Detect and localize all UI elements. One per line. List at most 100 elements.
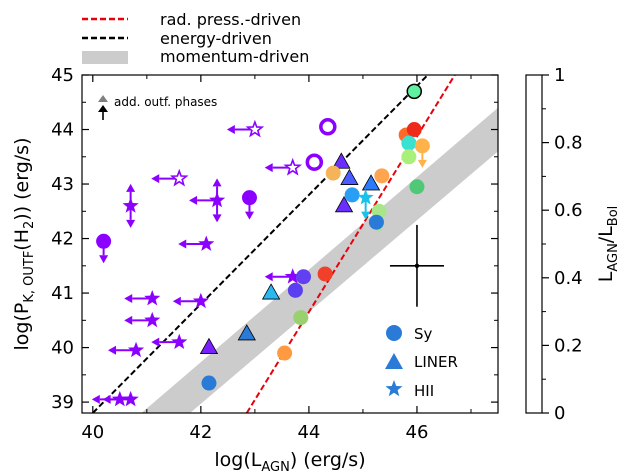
colorbar-tick-label: 0 [554, 403, 565, 424]
data-point-circle [401, 135, 417, 151]
data-point-star [122, 197, 139, 213]
data-point-circle [287, 282, 303, 298]
data-point-star [198, 235, 215, 251]
data-point-circle [409, 179, 425, 195]
legend-marker-triangle [385, 353, 403, 369]
plot-frame [81, 74, 499, 414]
data-point-circle [344, 187, 360, 203]
legend-label-liner: LINER [414, 353, 458, 371]
y-tick-label: 42 [51, 229, 74, 250]
data-point-circle [414, 138, 430, 154]
limit-arrow-head [91, 394, 100, 404]
legend-label-sy: Sy [414, 325, 433, 343]
data-point-star [111, 390, 128, 407]
colorbar: 0 0.2 0.4 0.6 0.8 1 LAGN/LBol [525, 65, 620, 424]
limit-arrow-head [178, 239, 187, 249]
colorbar-tick-label: 0.4 [554, 268, 583, 289]
data-point-circle [317, 266, 333, 282]
data-point-circle-open [319, 118, 337, 136]
data-point-triangle [334, 196, 354, 213]
limit-arrow-head [108, 345, 117, 355]
legend-marker-circle [386, 325, 402, 341]
data-point-triangle [361, 174, 381, 191]
data-point-star-open [245, 119, 265, 138]
legend-band-momentum [82, 51, 128, 64]
limit-arrow-head [124, 294, 133, 304]
y-tick-label: 43 [51, 174, 74, 195]
data-point-triangle [199, 337, 219, 354]
x-tick-label: 40 [81, 422, 104, 443]
y-tick-label: 45 [51, 65, 74, 86]
data-point-circle [277, 345, 293, 361]
data-point-star [171, 333, 188, 350]
annotation-additional-phases: add. outf. phases [98, 95, 217, 120]
data-point-star [127, 341, 145, 358]
top-legend: rad. press.-driven energy-driven momentu… [82, 10, 309, 66]
data-point-circle [241, 190, 257, 206]
data-point-star [357, 189, 374, 205]
limit-arrow-head [264, 272, 273, 282]
limit-arrow-head [361, 211, 371, 220]
typical-error-center [414, 263, 420, 269]
y-tick-label: 44 [51, 120, 74, 141]
data-point-circle [401, 149, 417, 165]
data-point-circle [96, 233, 112, 249]
data-point-circle [368, 214, 384, 230]
limit-arrow-head [151, 337, 160, 347]
data-point-circle [293, 310, 309, 326]
data-point-star [284, 268, 301, 284]
data-point-triangle [332, 152, 351, 169]
data-point-star [208, 191, 226, 208]
limit-arrow-head [212, 214, 222, 223]
x-tick-label: 46 [406, 422, 429, 443]
y-tick-label: 40 [51, 338, 74, 359]
limit-arrow-head [172, 296, 181, 306]
limit-arrow-head [126, 183, 136, 192]
annotation-text: add. outf. phases [114, 95, 217, 109]
up-arrow-icon [98, 105, 108, 112]
up-arrow-icon [98, 95, 108, 102]
plot-area: 40 42 44 46 39 40 41 42 43 44 45 add. outf. phases… [51, 65, 499, 443]
data-point-circle [374, 168, 390, 184]
x-axis-label: log(LAGN) (erg/s) [214, 449, 365, 473]
y-tick-label: 39 [51, 392, 74, 413]
data-point-star [192, 292, 209, 309]
data-point-star [144, 290, 161, 306]
colorbar-tick-label: 0.6 [554, 200, 583, 221]
limit-arrow-head [226, 125, 235, 135]
data-point-star [144, 311, 161, 328]
marker-legend: Sy LINER HII [385, 325, 458, 400]
limit-arrow-head [417, 159, 427, 168]
data-point-circle-ring [406, 83, 423, 100]
colorbar-tick-label: 1 [554, 65, 565, 86]
data-point-triangle [261, 283, 281, 300]
colorbar-label: LAGN/LBol [595, 206, 620, 283]
colorbar-tick-label: 0.8 [554, 133, 583, 154]
data-point-circle [201, 375, 217, 391]
data-point-star-open [283, 157, 303, 176]
x-tick-label: 44 [297, 422, 320, 443]
data-point-circle [406, 122, 422, 138]
energy-driven-line [92, 75, 429, 413]
limit-arrow-head [212, 178, 222, 187]
limit-arrow-head [151, 174, 160, 184]
legend-label-hii: HII [414, 382, 434, 400]
colorbar-body [525, 74, 543, 414]
legend-label-radiation: rad. press.-driven [160, 10, 301, 29]
data-point-star [122, 390, 139, 407]
legend-label-energy: energy-driven [160, 29, 272, 48]
data-point-star-open [169, 168, 189, 187]
limit-arrow-head [189, 195, 198, 205]
data-point-triangle [237, 324, 256, 341]
limit-arrow-head [264, 163, 273, 173]
data-point-circle [325, 165, 341, 181]
y-tick-label: 41 [51, 283, 74, 304]
legend-marker-star [385, 380, 403, 397]
limit-arrow-head [99, 255, 109, 264]
limit-arrow-head [124, 315, 133, 325]
data-point-circle [296, 269, 312, 285]
colorbar-tick-label: 0.2 [554, 335, 583, 356]
limit-arrow-head [126, 219, 136, 228]
y-axis-label: log(PK, OUTF(H2)) (erg/s) [11, 137, 37, 350]
